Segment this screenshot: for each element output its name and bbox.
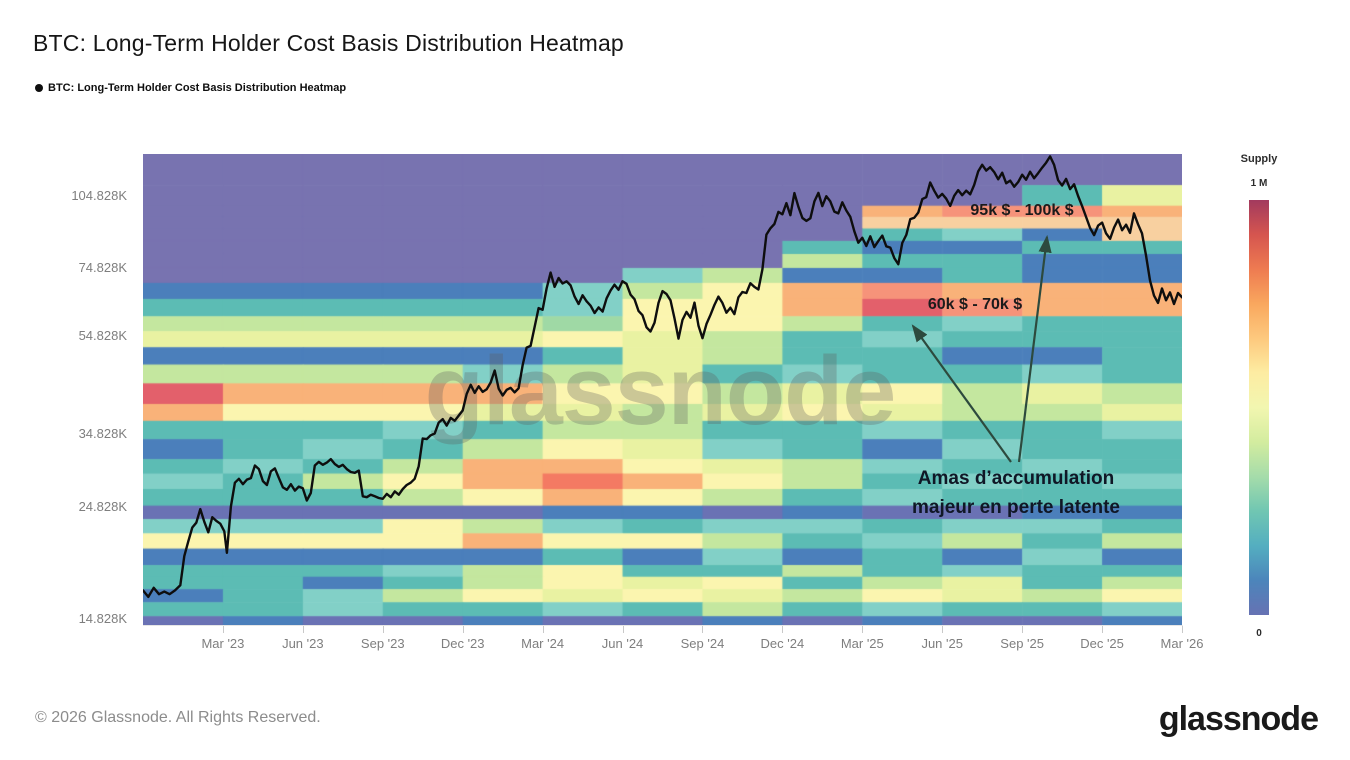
heatmap-canvas <box>143 154 1182 625</box>
legend-label: BTC: Long-Term Holder Cost Basis Distrib… <box>48 82 347 94</box>
x-axis-tick <box>702 626 704 633</box>
x-axis-tick-label: Sep '24 <box>680 636 725 651</box>
glassnode-logo: glassnode <box>1158 700 1319 738</box>
colorbar-gradient <box>1249 200 1269 615</box>
x-axis-tick-label: Mar '24 <box>521 636 565 651</box>
series-legend-item[interactable]: BTC: Long-Term Holder Cost Basis Distrib… <box>35 82 346 94</box>
footer-copyright: © 2026 Glassnode. All Rights Reserved. <box>35 709 321 726</box>
x-axis-tick <box>462 626 464 633</box>
page-title: BTC: Long-Term Holder Cost Basis Distrib… <box>33 30 624 56</box>
x-axis-tick-label: Sep '23 <box>360 636 405 651</box>
annotation-arrow-95k-100k <box>1017 234 1052 463</box>
x-axis-tick <box>542 626 544 633</box>
annotation-note-line2: majeur en perte latente <box>911 497 1121 518</box>
x-axis-tick-label: Jun '25 <box>921 636 963 651</box>
x-axis-tick <box>862 626 864 633</box>
x-axis-tick <box>302 626 304 633</box>
colorbar-title: Supply <box>1240 153 1278 165</box>
y-axis-tick-label: 104.828K <box>71 187 127 203</box>
x-axis-tick <box>382 626 384 633</box>
annotation-note: Amas d’accumulation majeur en perte late… <box>912 464 1120 522</box>
y-axis-tick-label: 54.828K <box>78 327 127 343</box>
y-axis-tick-label: 34.828K <box>78 425 127 441</box>
x-axis-tick <box>1182 626 1183 633</box>
x-axis-tick-label: Dec '24 <box>760 636 805 651</box>
x-axis-tick-label: Mar '25 <box>840 636 884 651</box>
x-axis-tick-label: Dec '25 <box>1080 636 1124 651</box>
y-axis-tick-label: 14.828K <box>78 610 127 626</box>
x-axis-tick <box>222 626 224 633</box>
annotation-arrow-60k-70k <box>911 324 1012 463</box>
annotation-60k-70k: 60k $ - 70k $ <box>927 296 1023 313</box>
x-axis-tick <box>1102 626 1104 633</box>
price-line-overlay <box>143 155 1182 599</box>
x-axis-tick <box>782 626 784 633</box>
colorbar-max-label: 1 M <box>1250 178 1268 189</box>
annotation-note-line1: Amas d’accumulation <box>917 468 1115 489</box>
colorbar-min-label: 0 <box>1256 628 1262 639</box>
btc-price-line <box>143 155 1182 599</box>
heatmap-chart: glassnode 95k $ - 100k $ 60k $ - 70k $ A… <box>143 154 1182 625</box>
legend-marker-icon <box>35 84 43 92</box>
x-axis-tick-label: Jun '24 <box>601 636 644 651</box>
annotation-95k-100k: 95k $ - 100k $ <box>970 202 1074 219</box>
x-axis-tick-label: Jun '23 <box>282 636 324 651</box>
x-axis-tick-label: Sep '25 <box>1000 636 1044 651</box>
x-axis-line <box>143 625 1183 626</box>
x-axis-tick-label: Dec '23 <box>440 636 485 651</box>
x-axis-tick-label: Mar '26 <box>1160 636 1204 651</box>
y-axis-tick-label: 74.828K <box>78 260 127 276</box>
y-axis-tick-label: 24.828K <box>78 499 127 515</box>
x-axis-tick <box>622 626 624 633</box>
x-axis-tick-label: Mar '23 <box>201 636 245 651</box>
x-axis-tick <box>942 626 944 633</box>
x-axis-tick <box>1022 626 1024 633</box>
